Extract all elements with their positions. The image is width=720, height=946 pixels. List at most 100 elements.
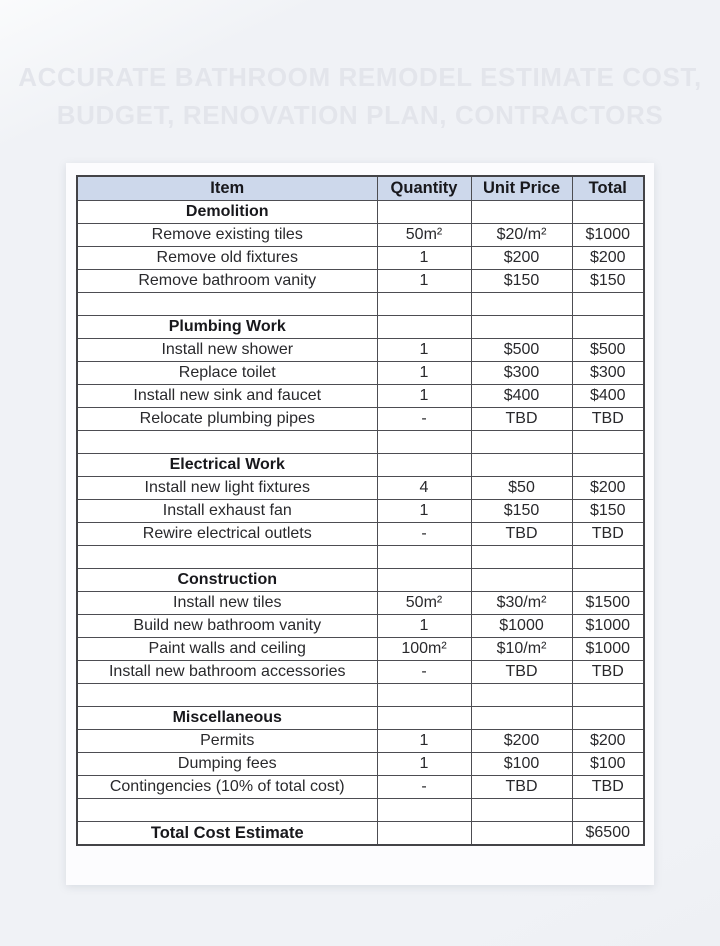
estimate-table: Item Quantity Unit Price Total Demolitio… (76, 175, 645, 846)
cell-unit (470, 545, 573, 569)
cell-item (76, 430, 378, 454)
cell-item (76, 798, 378, 822)
cell-unit: $150 (470, 269, 573, 293)
cell-total (571, 200, 645, 224)
cell-qty: - (376, 407, 472, 431)
cell-item (76, 683, 378, 707)
cell-unit (470, 821, 573, 846)
cell-item: Paint walls and ceiling (76, 637, 378, 661)
table-row: Relocate plumbing pipes - TBD TBD (76, 407, 645, 431)
cell-qty (376, 430, 472, 454)
table-row: Rewire electrical outlets - TBD TBD (76, 522, 645, 546)
cell-unit: $200 (470, 729, 573, 753)
cell-qty (376, 683, 472, 707)
table-row: Remove old fixtures 1 $200 $200 (76, 246, 645, 270)
cell-total: $1000 (571, 614, 645, 638)
header-row: Item Quantity Unit Price Total (76, 175, 645, 201)
cell-unit (470, 568, 573, 592)
cell-unit: $30/m² (470, 591, 573, 615)
cell-unit (470, 200, 573, 224)
cell-qty: - (376, 660, 472, 684)
cell-item: Install new sink and faucet (76, 384, 378, 408)
cell-unit (470, 683, 573, 707)
cell-item: Install new shower (76, 338, 378, 362)
section-row: Construction (76, 568, 645, 592)
cell-total: $300 (571, 361, 645, 385)
cell-qty: - (376, 775, 472, 799)
table-row: Install new bathroom accessories - TBD TBD (76, 660, 645, 684)
cell-qty (376, 315, 472, 339)
cell-item: Electrical Work (76, 453, 378, 477)
section-row: Demolition (76, 200, 645, 224)
cell-qty (376, 568, 472, 592)
column-header-unit-price: Unit Price (470, 175, 573, 201)
column-header-quantity: Quantity (376, 175, 472, 201)
cell-qty: 1 (376, 269, 472, 293)
empty-row (76, 292, 645, 316)
total-row: Total Cost Estimate $6500 (76, 821, 645, 846)
cell-total: $1000 (571, 223, 645, 247)
cell-unit: $1000 (470, 614, 573, 638)
table-row: Build new bathroom vanity 1 $1000 $1000 (76, 614, 645, 638)
cell-item: Plumbing Work (76, 315, 378, 339)
table-row: Remove bathroom vanity 1 $150 $150 (76, 269, 645, 293)
cell-unit: TBD (470, 522, 573, 546)
table-row: Install exhaust fan 1 $150 $150 (76, 499, 645, 523)
cell-total: $150 (571, 499, 645, 523)
cell-qty: 1 (376, 729, 472, 753)
cell-qty: 1 (376, 361, 472, 385)
cell-total: $200 (571, 246, 645, 270)
cell-total (571, 315, 645, 339)
watermark-title-line1: ACCURATE BATHROOM REMODEL ESTIMATE COST, (18, 62, 702, 92)
table-row: Paint walls and ceiling 100m² $10/m² $1000 (76, 637, 645, 661)
cell-qty (376, 200, 472, 224)
section-row: Plumbing Work (76, 315, 645, 339)
cell-total (571, 453, 645, 477)
cell-total (571, 430, 645, 454)
cell-item: Remove old fixtures (76, 246, 378, 270)
column-header-total: Total (571, 175, 645, 201)
cell-unit: $100 (470, 752, 573, 776)
cell-total: $1500 (571, 591, 645, 615)
cell-unit (470, 706, 573, 730)
cell-total (571, 798, 645, 822)
table-row: Install new tiles 50m² $30/m² $1500 (76, 591, 645, 615)
cell-item (76, 545, 378, 569)
cell-unit (470, 453, 573, 477)
table-row: Permits 1 $200 $200 (76, 729, 645, 753)
cell-item: Contingencies (10% of total cost) (76, 775, 378, 799)
cell-unit: $10/m² (470, 637, 573, 661)
cell-qty (376, 292, 472, 316)
cell-unit: $500 (470, 338, 573, 362)
table-row: Install new shower 1 $500 $500 (76, 338, 645, 362)
column-header-item: Item (76, 175, 378, 201)
cell-unit (470, 315, 573, 339)
estimate-card: Item Quantity Unit Price Total Demolitio… (66, 163, 654, 885)
cell-qty: 100m² (376, 637, 472, 661)
cell-item: Install exhaust fan (76, 499, 378, 523)
cell-total (571, 545, 645, 569)
cell-item: Install new light fixtures (76, 476, 378, 500)
cell-qty: 4 (376, 476, 472, 500)
cell-total: TBD (571, 660, 645, 684)
cell-total: $100 (571, 752, 645, 776)
cell-total (571, 683, 645, 707)
cell-item: Install new tiles (76, 591, 378, 615)
cell-total: $400 (571, 384, 645, 408)
cell-qty: 1 (376, 614, 472, 638)
empty-row (76, 430, 645, 454)
cell-unit: TBD (470, 775, 573, 799)
cell-qty: 50m² (376, 591, 472, 615)
table-row: Replace toilet 1 $300 $300 (76, 361, 645, 385)
cell-item: Permits (76, 729, 378, 753)
cell-total (571, 292, 645, 316)
cell-total: $200 (571, 476, 645, 500)
cell-qty: 50m² (376, 223, 472, 247)
empty-row (76, 683, 645, 707)
cell-qty: 1 (376, 499, 472, 523)
table-row: Contingencies (10% of total cost) - TBD TBD (76, 775, 645, 799)
cell-unit: $50 (470, 476, 573, 500)
cell-item (76, 292, 378, 316)
cell-total: $1000 (571, 637, 645, 661)
cell-total: $500 (571, 338, 645, 362)
